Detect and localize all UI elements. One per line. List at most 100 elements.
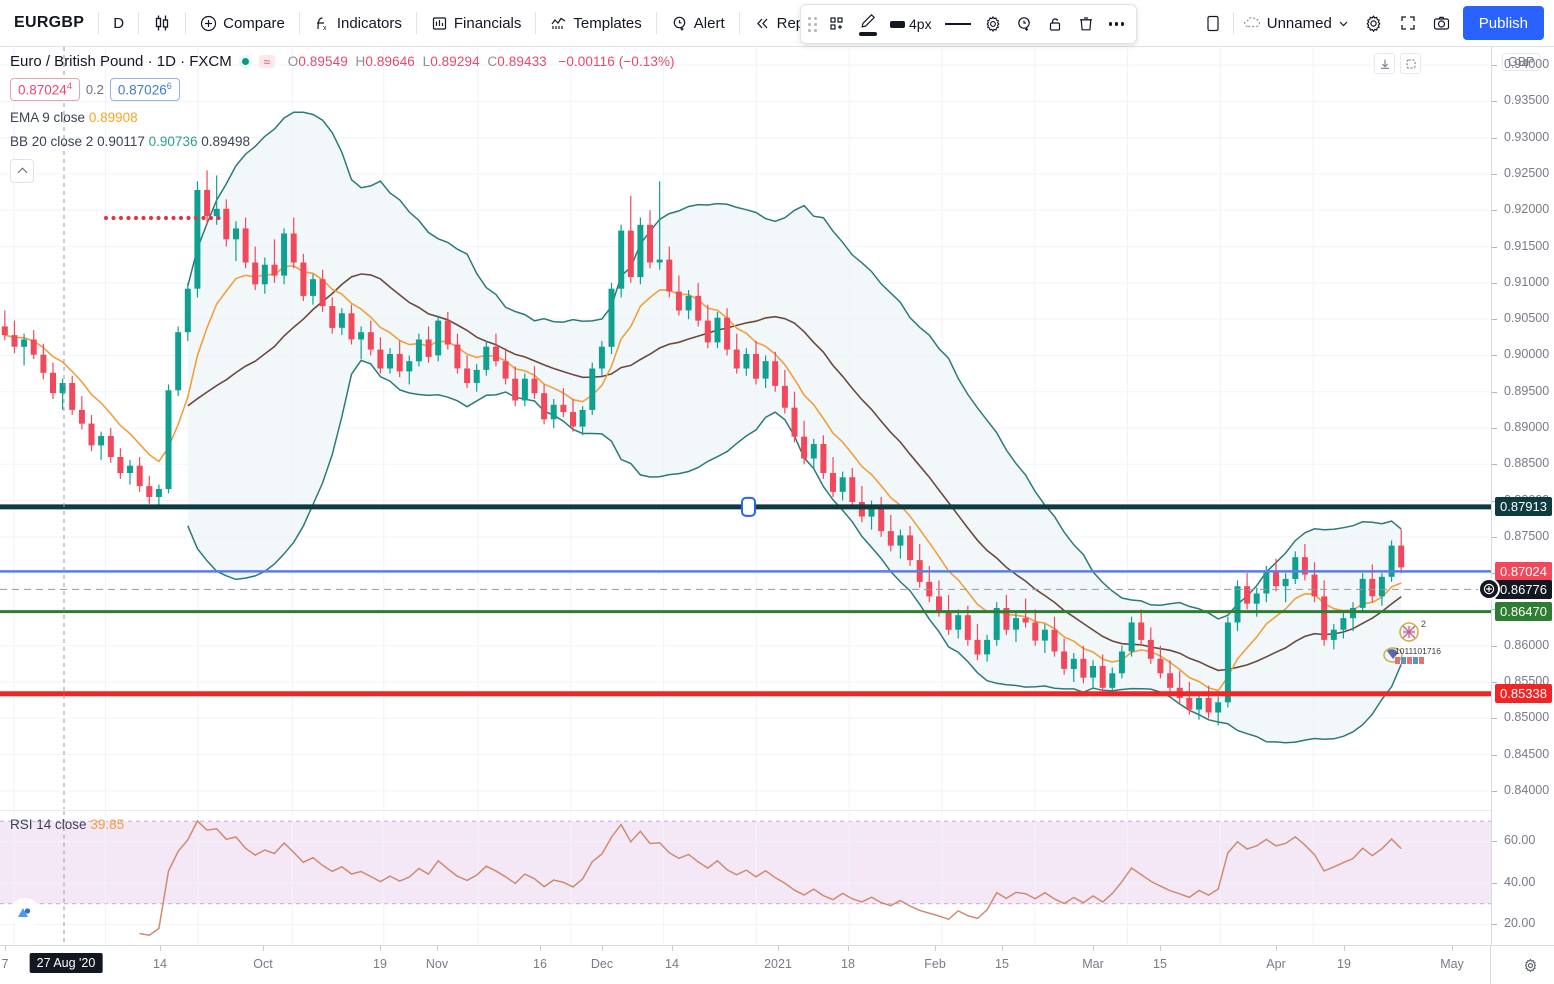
alert-button[interactable]: Alert — [660, 6, 736, 40]
camera-icon — [1434, 16, 1450, 30]
price-label-crosshair[interactable]: 0.86776 — [1495, 579, 1552, 599]
time-label: 7 — [1, 957, 9, 971]
toolbar-divider — [298, 12, 300, 34]
svg-text:x: x — [323, 25, 327, 32]
object-tree-button[interactable] — [822, 8, 852, 40]
toolbar-divider — [185, 12, 187, 34]
toolbar-divider — [535, 12, 537, 34]
top-toolbar: EURGBP D Compare — [0, 0, 1554, 47]
financials-button[interactable]: Financials — [420, 6, 533, 40]
time-label: 14 — [153, 957, 167, 971]
plus-circle-icon — [200, 15, 217, 32]
time-tick — [540, 946, 541, 951]
alert-clock-icon — [1017, 17, 1030, 31]
candlestick-series — [1, 170, 1405, 726]
pen-color-indicator — [859, 32, 877, 36]
toolbar-divider — [738, 12, 740, 34]
time-tick — [602, 946, 603, 951]
templates-label: Templates — [573, 14, 642, 32]
line-width-button[interactable]: 4px — [884, 8, 938, 40]
time-tick — [380, 946, 381, 951]
time-label-active[interactable]: 27 Aug '20 — [29, 953, 103, 973]
time-tick — [263, 946, 264, 951]
time-tick — [437, 946, 438, 951]
pen-tool-button[interactable] — [853, 8, 883, 40]
price-pane[interactable]: Euro / British Pound · 1D · FXCM ≈ O0.89… — [0, 47, 1491, 809]
ema-line — [4, 264, 1402, 692]
bb-upper-line — [187, 111, 1402, 620]
fullscreen-button[interactable] — [1391, 6, 1425, 40]
time-label: Feb — [924, 957, 946, 971]
alert-clock-icon — [671, 15, 688, 32]
time-axis[interactable]: 7 14 Oct 19 Nov 16 Dec 14 2021 18 Feb 15 Mar 15 Apr 19 M… — [0, 945, 1554, 984]
reset-scale-button[interactable] — [1400, 53, 1421, 74]
price-label-support-green[interactable]: 0.86470 — [1495, 602, 1552, 622]
tradingview-logo[interactable] — [10, 898, 40, 928]
toolbar-divider — [655, 12, 657, 34]
layout-name-dropdown[interactable]: Unnamed — [1237, 6, 1357, 40]
time-tick — [778, 946, 779, 951]
gear-icon — [1524, 958, 1536, 972]
time-label: 19 — [1337, 957, 1351, 971]
time-tick — [1093, 946, 1094, 951]
rsi-pane[interactable]: RSI 14 close 39.85 — [0, 810, 1491, 945]
indicators-label: Indicators — [336, 14, 402, 32]
time-tick — [5, 946, 6, 951]
price-label-support-red[interactable]: 0.85338 — [1495, 684, 1552, 704]
line-width-swatch — [890, 20, 905, 28]
time-label: 15 — [995, 957, 1009, 971]
time-label: Mar — [1082, 957, 1104, 971]
chart-settings-button[interactable] — [1357, 6, 1391, 40]
rsi-chart-canvas[interactable] — [0, 811, 1491, 945]
templates-button[interactable]: Templates — [539, 6, 652, 40]
time-tick — [1452, 946, 1453, 951]
bb-basis-line — [187, 273, 1402, 672]
price-label-last[interactable]: 0.87024 — [1495, 561, 1552, 581]
time-label: Dec — [590, 957, 614, 971]
rsi-line — [139, 819, 1402, 936]
indicators-button[interactable]: x Indicators — [303, 6, 413, 40]
lock-button[interactable] — [1040, 8, 1070, 40]
pen-icon — [861, 13, 876, 28]
gear-icon — [1366, 14, 1381, 32]
price-chart-canvas[interactable] — [0, 47, 1491, 809]
price-label-resistance[interactable]: 0.87913 — [1495, 497, 1552, 517]
compare-button[interactable]: Compare — [189, 6, 296, 40]
crosshair-add-icon[interactable] — [1478, 578, 1500, 601]
object-tree-icon — [830, 17, 843, 30]
interval-label: D — [113, 14, 125, 32]
time-tick — [1276, 946, 1277, 951]
price-scale[interactable]: GBP 0.94000 0.93500 0.93000 0.92500 0.92000 0… — [1478, 47, 1554, 945]
delete-button[interactable] — [1071, 8, 1101, 40]
chart-type-button[interactable] — [142, 6, 182, 40]
chevron-down-icon — [1339, 21, 1348, 26]
toolbar-divider — [98, 12, 100, 34]
rsi-band-fill — [0, 821, 1491, 904]
currency-chip: GBP — [1502, 53, 1541, 71]
drawing-alert-button[interactable] — [1009, 8, 1039, 40]
time-label: May — [1440, 957, 1464, 971]
line-style-icon — [944, 23, 971, 25]
publish-button[interactable]: Publish — [1462, 6, 1544, 40]
more-options-button[interactable] — [1102, 8, 1132, 40]
drag-dots-handle[interactable] — [805, 12, 819, 36]
layout-name-label: Unnamed — [1266, 14, 1332, 32]
time-label: 18 — [841, 957, 855, 971]
time-label: 2021 — [764, 957, 792, 971]
drawing-settings-button[interactable] — [978, 8, 1008, 40]
line-style-button[interactable] — [939, 8, 977, 40]
cloud-icon — [1243, 16, 1260, 28]
candlestick-icon — [153, 14, 171, 32]
layout-select-button[interactable] — [1196, 6, 1230, 40]
interval-button[interactable]: D — [102, 6, 135, 40]
download-icon — [1380, 59, 1389, 69]
legend-collapse-button[interactable] — [10, 158, 34, 183]
download-button[interactable] — [1374, 53, 1395, 74]
chevron-up-icon — [17, 167, 27, 177]
time-label: Nov — [425, 957, 449, 971]
templates-icon — [550, 15, 567, 32]
time-label: Oct — [253, 957, 273, 971]
time-settings-button[interactable] — [1520, 955, 1540, 975]
snapshot-button[interactable] — [1425, 6, 1459, 40]
symbol-search-button[interactable]: EURGBP — [0, 6, 95, 40]
